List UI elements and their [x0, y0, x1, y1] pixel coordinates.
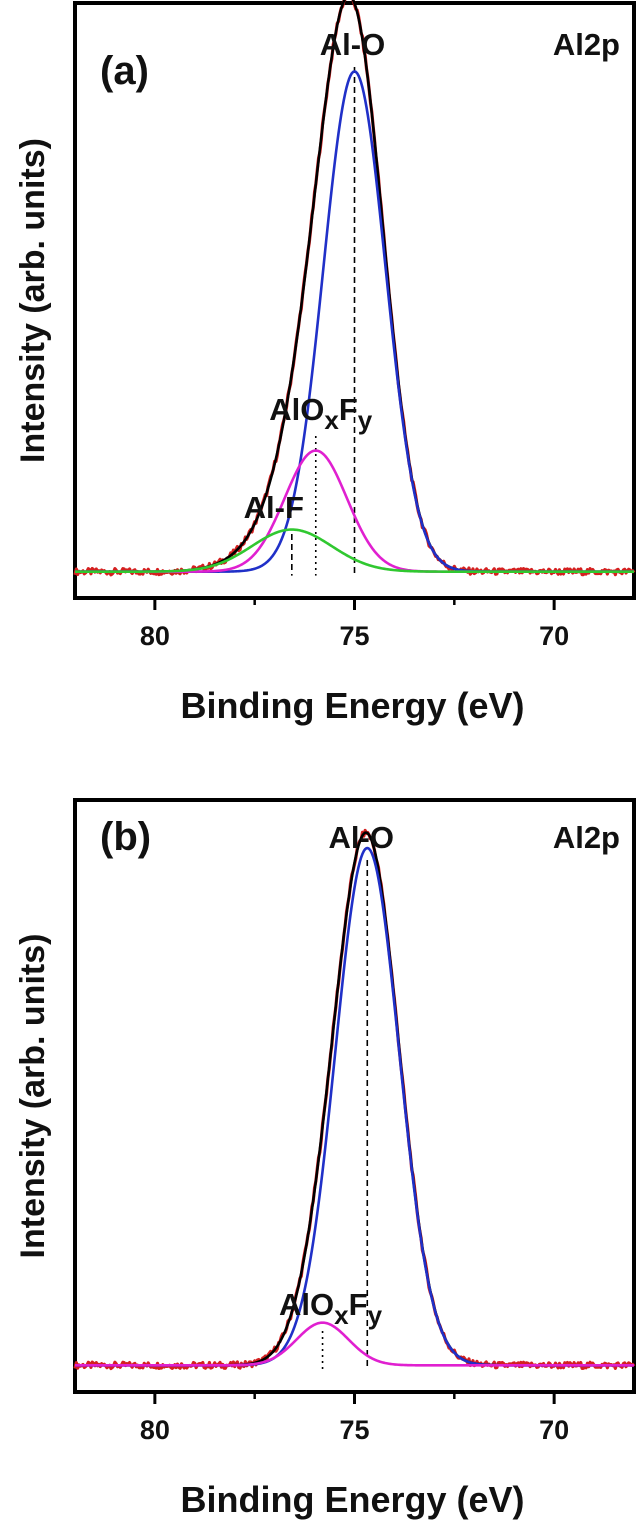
- panel-label: (b): [100, 815, 151, 859]
- x-tick-label: 80: [140, 1415, 170, 1445]
- peak-label: AlOxFy: [279, 1287, 383, 1330]
- x-tick-label: 70: [539, 1415, 569, 1445]
- x-axis-title: Binding Energy (eV): [180, 685, 524, 726]
- panel-label: (a): [100, 49, 149, 93]
- corner-label: Al2p: [553, 27, 620, 62]
- x-axis-title: Binding Energy (eV): [180, 1479, 524, 1520]
- x-tick-label: 75: [339, 1415, 369, 1445]
- peak-label: Al-O: [329, 820, 394, 855]
- peak-label: AlOxFy: [269, 392, 373, 435]
- series-line-component: [75, 1321, 634, 1367]
- x-tick-label: 75: [339, 621, 369, 651]
- panel-b: 80 75 70 Binding Energy (eV) Intensity (arb.…: [14, 798, 636, 1520]
- corner-label: Al2p: [553, 820, 620, 855]
- y-axis-title: Intensity (arb. units): [14, 138, 52, 463]
- x-tick-label: 70: [539, 621, 569, 651]
- panel-a: 80 75 70 Binding Energy (eV) Intensity (arb.…: [14, 0, 636, 726]
- y-axis-title: Intensity (arb. units): [14, 934, 52, 1259]
- x-tick-label: 80: [140, 621, 170, 651]
- peak-label: Al-F: [244, 490, 304, 525]
- series-line-component: [75, 528, 634, 573]
- peak-label: Al-O: [320, 27, 385, 62]
- series-line-envelope: [75, 831, 634, 1367]
- series-line-envelope: [75, 0, 634, 573]
